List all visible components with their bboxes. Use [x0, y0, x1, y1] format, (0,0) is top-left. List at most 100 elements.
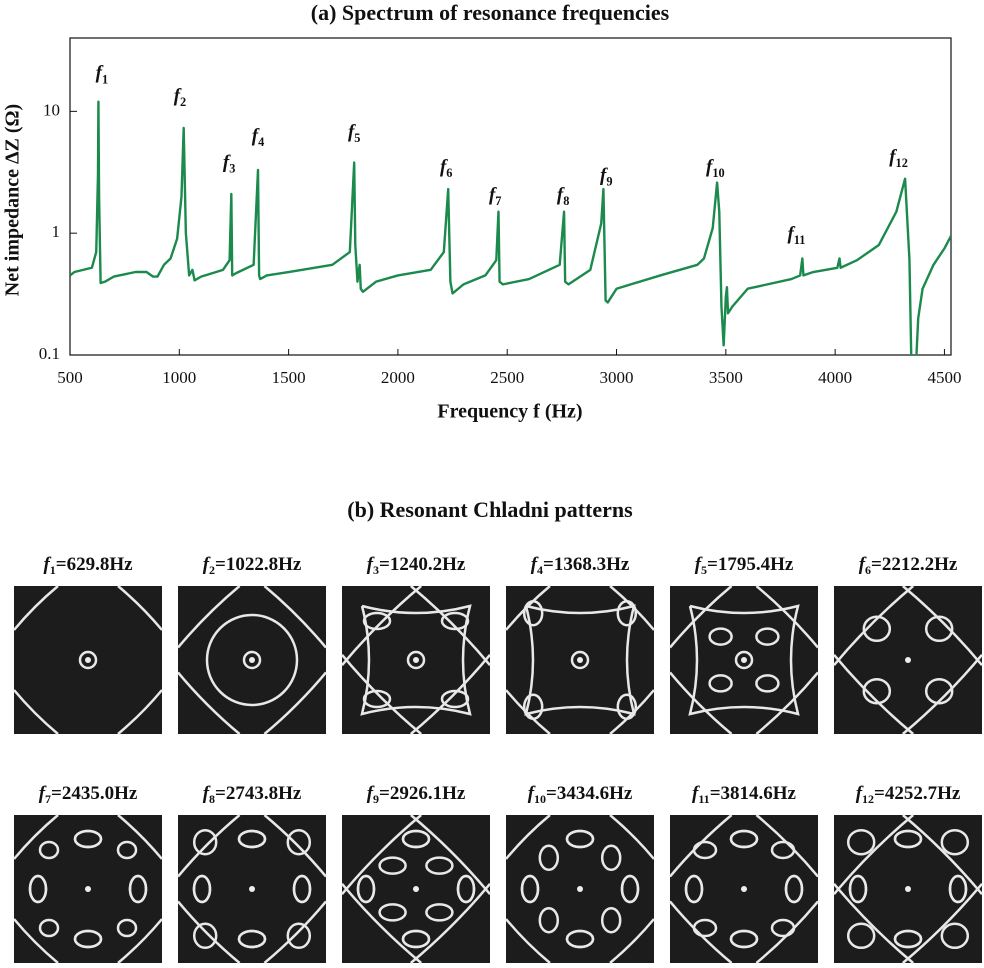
x-tick-label: 1500	[272, 368, 306, 387]
pattern-caption: f7=2435.0Hz	[39, 783, 138, 805]
chladni-pattern	[669, 585, 819, 735]
pattern-caption: f1=629.8Hz	[43, 554, 133, 576]
node-loop	[784, 874, 804, 904]
symbol: f	[440, 157, 448, 178]
peak-label: f12	[889, 147, 908, 170]
node-line	[341, 653, 423, 735]
node-line	[263, 585, 327, 649]
node-line	[177, 900, 241, 964]
symbol: f	[692, 783, 700, 804]
subscript: 2	[209, 563, 215, 577]
y-tick-label: 0.1	[39, 344, 60, 363]
node-line	[117, 918, 163, 964]
pattern-caption: f8=2743.8Hz	[203, 783, 302, 805]
subscript: 3	[373, 563, 379, 577]
subscript: 6	[446, 166, 452, 180]
center-dot	[85, 886, 91, 892]
node-loop	[893, 929, 923, 949]
node-line	[524, 604, 636, 716]
chladni-pattern	[177, 814, 327, 964]
symbol: f	[348, 122, 356, 143]
symbol: f	[489, 185, 497, 206]
node-loop	[616, 599, 638, 627]
chladni-pattern	[341, 585, 491, 735]
symbol: f	[600, 165, 608, 186]
symbol: f	[889, 147, 897, 168]
node-loop	[862, 677, 892, 705]
caption-text: =2212.2Hz	[871, 554, 958, 575]
node-loop	[401, 829, 431, 849]
symbol: f	[367, 554, 375, 575]
node-loop	[362, 611, 392, 631]
node-line	[688, 604, 800, 716]
node-line	[117, 814, 163, 860]
symbol: f	[96, 63, 104, 84]
node-loop	[425, 856, 454, 875]
symbol: f	[695, 554, 703, 575]
node-line	[609, 814, 655, 860]
node-line	[263, 900, 327, 964]
peak-label: f8	[557, 185, 570, 208]
peak-label: f1	[96, 63, 109, 86]
subscript: 8	[563, 194, 569, 208]
node-loop	[708, 674, 733, 693]
node-line	[901, 814, 983, 896]
y-tick-label: 1	[52, 222, 61, 241]
center-dot	[905, 886, 911, 892]
node-line	[409, 814, 491, 896]
symbol: f	[528, 783, 536, 804]
node-loop	[755, 674, 780, 693]
center-dot	[413, 657, 419, 663]
y-tick-label: 10	[43, 100, 60, 119]
symbol: f	[531, 554, 539, 575]
node-loop	[116, 840, 138, 860]
node-loop	[729, 829, 759, 849]
center-dot	[249, 657, 255, 663]
node-loop	[378, 903, 407, 922]
chladni-pattern	[13, 814, 163, 964]
chladni-pattern	[341, 814, 491, 964]
node-line	[409, 882, 491, 964]
node-loop	[38, 918, 60, 938]
node-loop	[456, 874, 476, 904]
subscript: 9	[606, 174, 612, 188]
pattern-caption: f10=3434.6Hz	[528, 783, 633, 805]
node-line	[341, 814, 423, 896]
node-line	[177, 585, 241, 649]
pattern-caption: f6=2212.2Hz	[859, 554, 958, 576]
symbol: f	[39, 783, 47, 804]
node-loop	[286, 922, 312, 950]
node-loop	[924, 615, 954, 643]
caption-text: =3434.6Hz	[546, 783, 633, 804]
chladni-pattern	[505, 814, 655, 964]
node-line	[409, 653, 491, 735]
node-line	[505, 814, 551, 860]
node-loop	[356, 874, 376, 904]
caption-text: =1795.4Hz	[707, 554, 794, 575]
node-loop	[237, 829, 267, 849]
symbol: f	[856, 783, 864, 804]
caption-text: =1022.8Hz	[215, 554, 302, 575]
subscript: 9	[373, 792, 379, 806]
node-loop	[440, 611, 470, 631]
center-dot	[905, 657, 911, 663]
node-line	[117, 585, 163, 631]
node-ring	[78, 650, 98, 670]
node-loop	[38, 840, 60, 860]
caption-text: =2926.1Hz	[379, 783, 466, 804]
node-loop	[770, 918, 796, 938]
subscript: 11	[794, 233, 806, 247]
node-line	[117, 689, 163, 735]
node-loop	[940, 828, 970, 856]
node-loop	[520, 874, 540, 904]
subscript: 2	[180, 95, 186, 109]
node-line	[901, 585, 983, 667]
symbol: f	[787, 224, 795, 245]
pattern-caption: f12=4252.7Hz	[856, 783, 961, 805]
node-line	[755, 671, 819, 735]
node-loop	[692, 840, 718, 860]
node-loop	[755, 627, 780, 646]
subscript: 12	[862, 792, 874, 806]
node-loop	[73, 829, 103, 849]
symbol: f	[367, 783, 375, 804]
